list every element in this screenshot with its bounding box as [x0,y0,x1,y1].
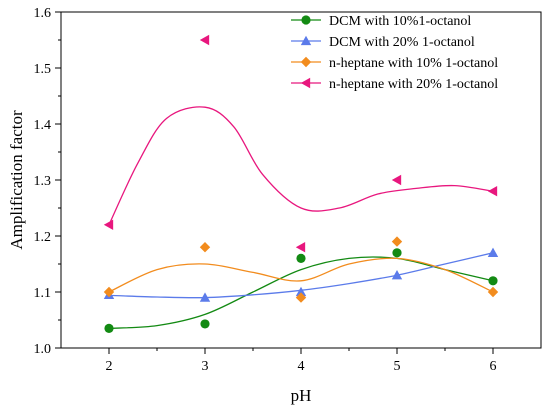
data-point-series-4 [487,186,498,197]
x-axis-title: pH [291,386,312,405]
x-tick-label: 3 [202,359,209,374]
y-axis-title: Amplification factor [7,110,26,250]
data-point-series-3 [103,286,115,298]
data-point-series-1 [200,319,210,329]
x-tick-label: 4 [298,359,305,374]
x-tick-label: 2 [106,359,113,374]
legend-marker [301,15,311,25]
data-point-series-3 [295,292,307,303]
y-axis: 1.0 1.1 1.2 1.3 1.4 1.5 1.6 [34,6,61,357]
data-point-series-2 [487,247,499,257]
data-point-series-2 [391,270,403,280]
legend-label: n-heptane with 10% 1-octanol [329,56,498,71]
y-tick-label: 1.6 [34,6,52,21]
data-point-series-3 [199,242,211,253]
data-markers [103,34,499,333]
y-tick-label: 1.0 [34,342,52,357]
fit-curve-series-3 [108,257,494,293]
legend-label: DCM with 20% 1-octanol [329,35,475,50]
data-point-series-1 [392,248,402,258]
data-point-series-4 [391,174,402,186]
data-point-series-1 [296,253,306,263]
y-tick-label: 1.5 [34,62,52,77]
data-point-series-4 [103,219,114,230]
legend: DCM with 10%1-octanol DCM with 20% 1-octa… [291,14,498,92]
data-point-series-4 [199,34,210,46]
data-point-series-1 [488,276,498,286]
y-tick-label: 1.1 [34,286,52,301]
legend-label: DCM with 10%1-octanol [329,14,471,29]
legend-marker [300,56,312,68]
fit-curve-series-4 [108,106,494,226]
fit-curves [108,106,494,330]
x-tick-label: 5 [394,359,401,374]
data-point-series-1 [104,323,114,333]
data-point-series-3 [487,286,499,298]
data-point-series-4 [295,242,306,253]
data-point-series-2 [199,292,211,302]
y-tick-label: 1.4 [34,118,52,133]
legend-marker [300,35,312,46]
legend-marker [300,77,311,89]
y-tick-label: 1.2 [34,230,52,245]
fit-curve-series-1 [108,256,494,330]
legend-label: n-heptane with 20% 1-octanol [329,77,498,92]
x-tick-label: 6 [490,359,497,374]
x-axis: 2 3 4 5 6 [106,348,497,374]
y-tick-label: 1.3 [34,174,52,189]
data-point-series-3 [391,236,403,247]
data-point-series-2 [295,286,307,297]
